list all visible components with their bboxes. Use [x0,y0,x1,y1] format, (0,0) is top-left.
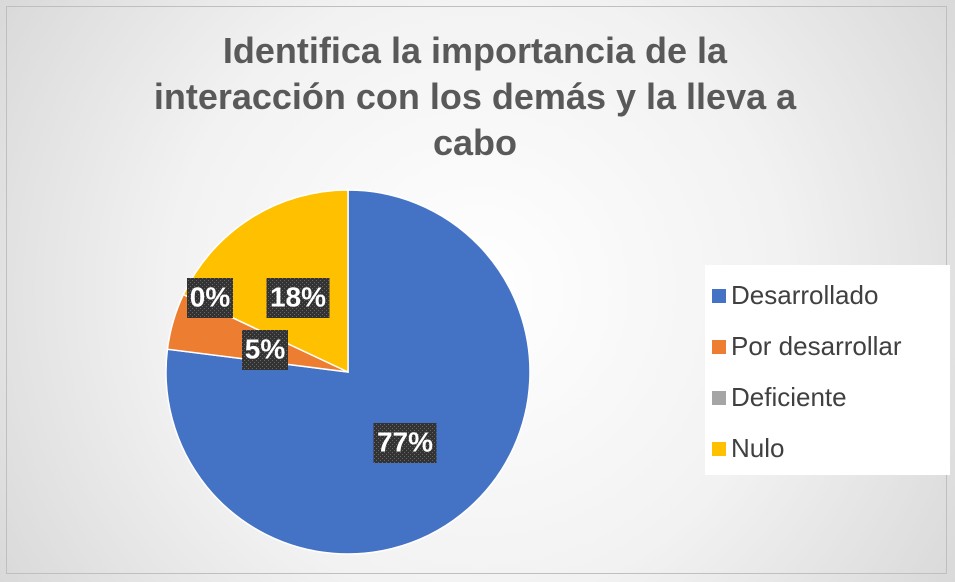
pie-slice [165,189,531,555]
data-label-box [242,330,288,370]
data-label-box [373,423,437,463]
data-label: 18% [270,281,326,312]
data-label: 77% [377,426,433,457]
legend-label: Deficiente [731,382,847,412]
legend-label: Por desarrollar [731,331,902,361]
legend-box [705,265,950,475]
pie-slice [182,189,349,374]
data-label: 5% [245,333,286,364]
legend-swatch [712,340,726,354]
chart-title: Identifica la importancia de la interacc… [153,30,797,163]
legend-label: Nulo [731,433,784,463]
legend-swatch [712,391,726,405]
data-label-box [187,278,233,318]
legend-swatch [712,442,726,456]
data-label: 0% [190,281,231,312]
legend-swatch [712,289,726,303]
legend-label: Desarrollado [731,280,878,310]
data-label-box [266,278,330,318]
